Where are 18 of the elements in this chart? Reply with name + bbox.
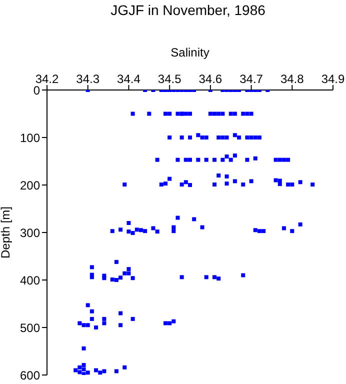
y-tick-label: 300 <box>20 226 40 240</box>
y-tick-label: 500 <box>20 320 40 335</box>
x-tick-label: 34.7 <box>240 72 264 86</box>
y-axis-title: Depth [m] <box>0 206 12 259</box>
chart-title: JGJF in November, 1986 <box>110 2 266 18</box>
y-tick-label: 0 <box>33 83 40 98</box>
x-tick-label: 34.6 <box>198 72 222 86</box>
x-tick-label: 34.3 <box>76 72 100 86</box>
x-tick-label: 34.5 <box>158 72 182 86</box>
y-tick-label: 600 <box>20 368 40 382</box>
x-axis-title: Salinity <box>170 46 210 60</box>
x-tick-label: 34.2 <box>35 72 59 86</box>
y-tick-label: 200 <box>20 178 40 192</box>
x-tick-label: 34.4 <box>117 72 141 86</box>
x-tick-label: 34.8 <box>280 72 304 86</box>
y-tick-label: 100 <box>20 130 40 145</box>
y-tick-label: 400 <box>20 273 40 288</box>
x-tick-label: 34.9 <box>321 72 345 86</box>
